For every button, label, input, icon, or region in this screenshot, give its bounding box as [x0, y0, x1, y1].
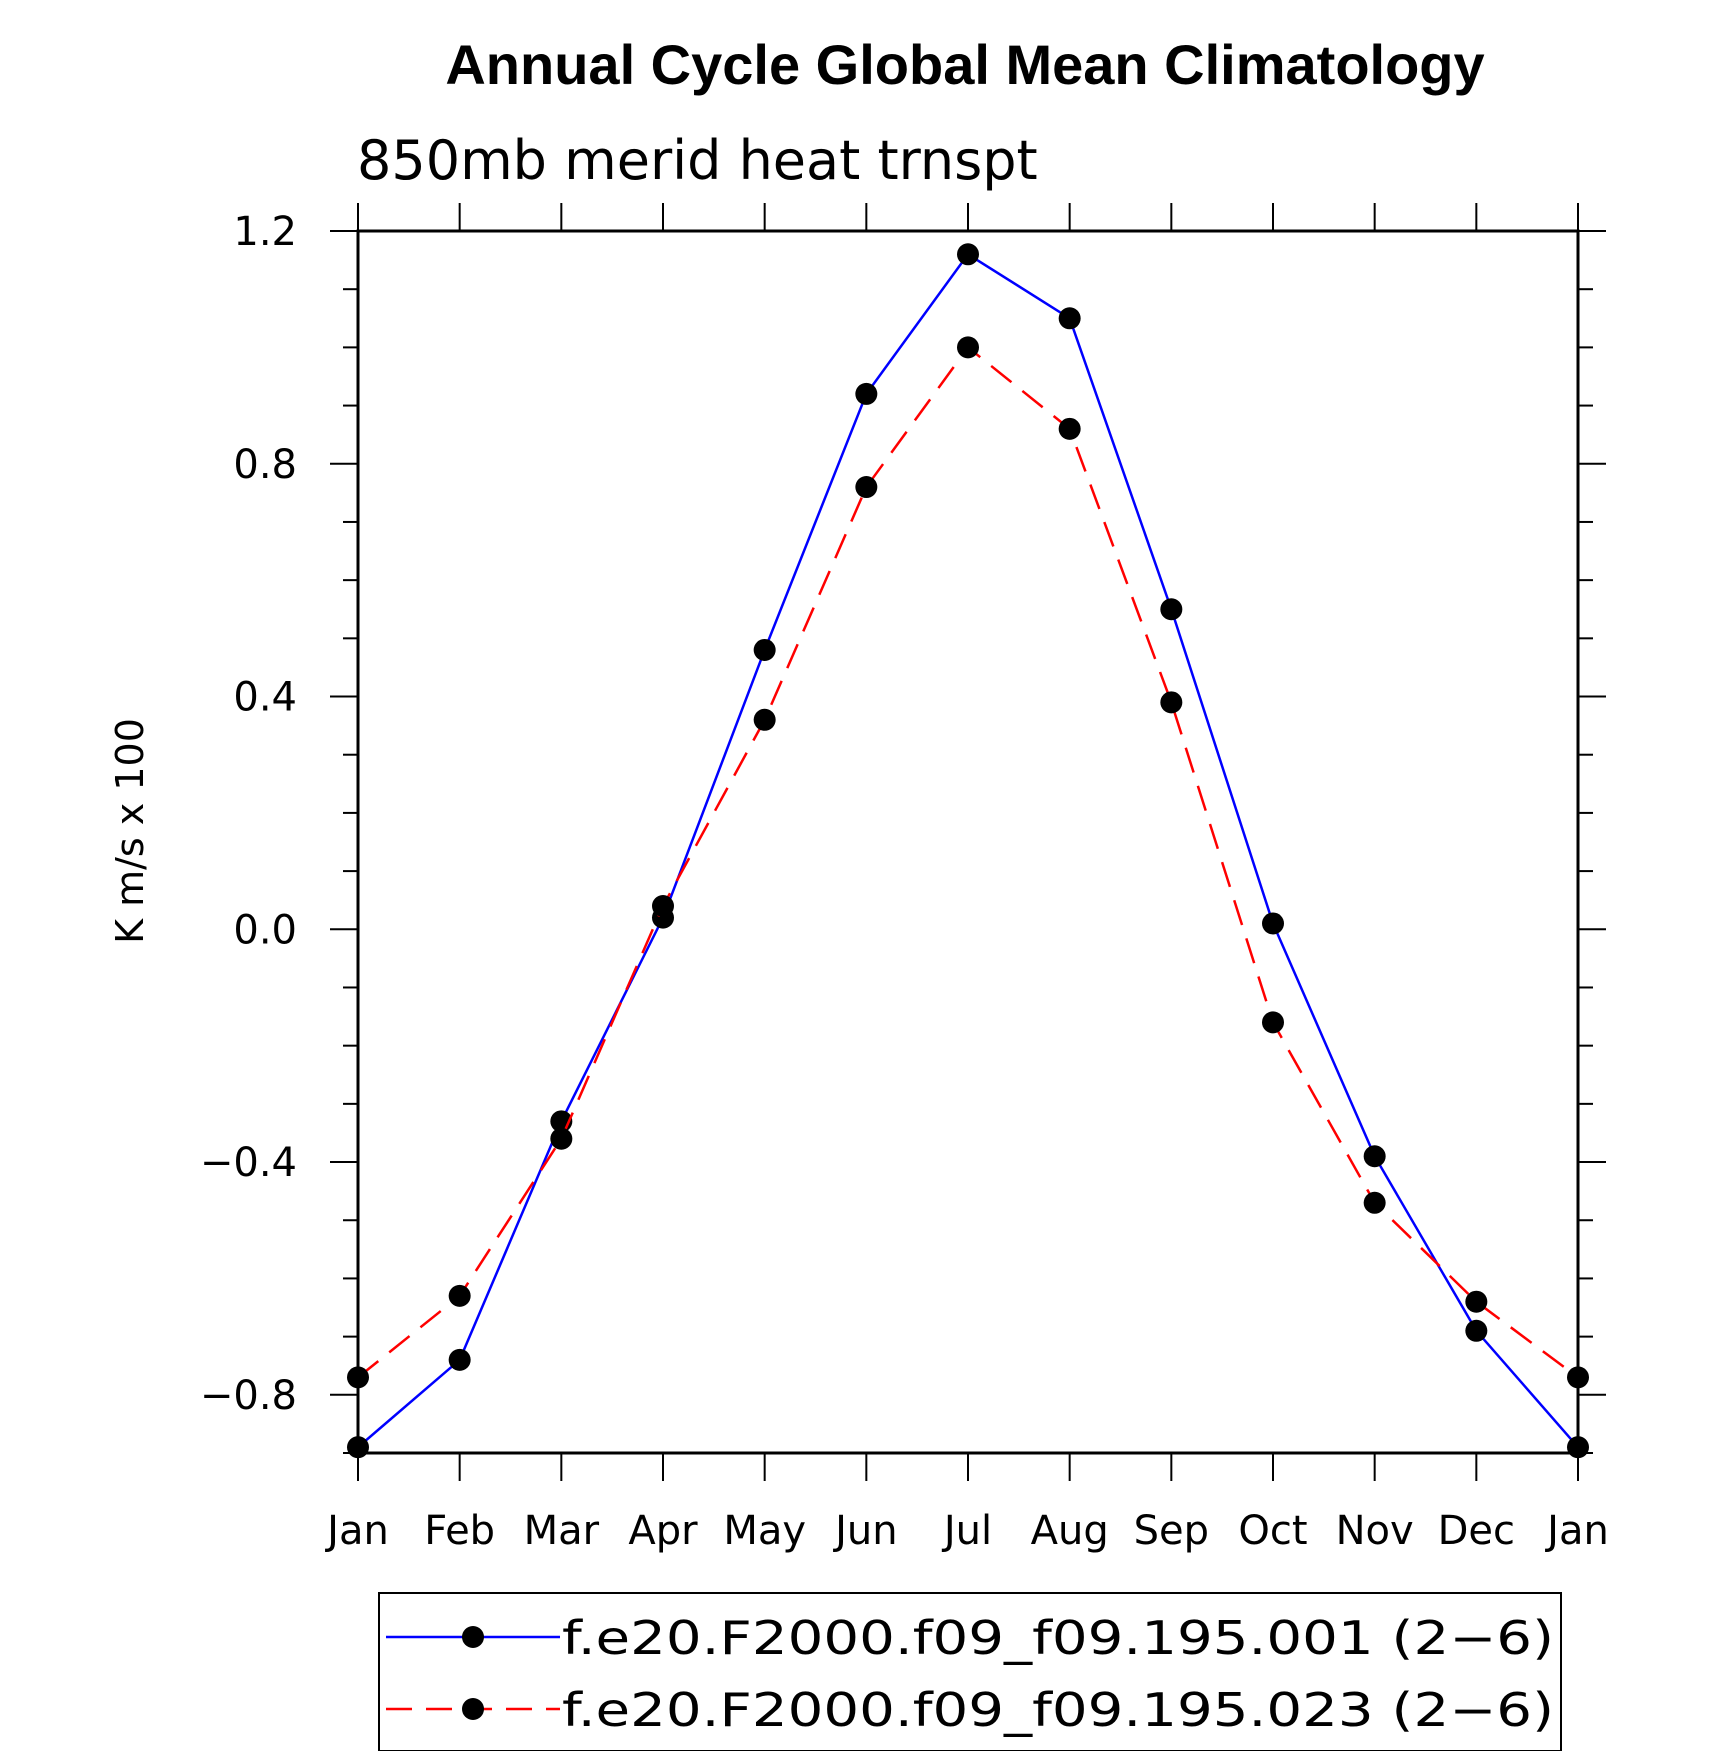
y-tick-label: 1.2: [233, 209, 297, 255]
series-2-point: [1160, 691, 1183, 714]
series-2-point: [448, 1284, 471, 1307]
x-tick-label: Feb: [424, 1508, 495, 1554]
plot-frame: [356, 229, 1580, 1455]
x-tick-label: Jun: [832, 1508, 898, 1554]
x-tick-label: Oct: [1238, 1508, 1307, 1554]
legend-box: [378, 1592, 1562, 1751]
x-tick-label: Aug: [1031, 1508, 1109, 1554]
x-tick-label: Jan: [1544, 1508, 1609, 1554]
series-line-2: [357, 345, 1579, 1379]
series-2-point: [1567, 1366, 1589, 1389]
series-1-point: [1363, 1145, 1386, 1168]
y-tick-label: 0.8: [233, 442, 297, 488]
chart-subtitle: 850mb merid heat trnspt: [357, 129, 1038, 192]
legend-label-2: f.e20.F2000.f09_f09.195.023 (2−6): [562, 1683, 1554, 1737]
x-tick-label: Dec: [1438, 1508, 1515, 1554]
series-2-point: [347, 1366, 369, 1389]
y-axis-ticks: −0.8 −0.4 0.0 0.4 0.8 1.2: [200, 209, 1606, 1454]
x-tick-label: Apr: [628, 1508, 698, 1554]
legend: f.e20.F2000.f09_f09.195.001 (2−6) f.e20.F…: [386, 1611, 1554, 1737]
x-tick-label: Jul: [941, 1508, 992, 1554]
x-axis-ticks: Jan Feb Mar Apr May Jun Jul Aug Sep Oct Nov Dec Jan: [324, 203, 1609, 1554]
series-1-point: [1567, 1436, 1589, 1459]
series-2-point: [957, 336, 979, 359]
series-2-point: [753, 708, 776, 731]
series-2-point: [652, 895, 674, 918]
y-tick-label: −0.8: [200, 1373, 297, 1419]
series-1-point: [753, 638, 776, 661]
series-2-point: [1262, 1011, 1284, 1034]
y-tick-label: 0.0: [233, 907, 297, 953]
series-2-point: [1465, 1290, 1488, 1313]
series-1-point: [1058, 307, 1081, 330]
legend-label-1: f.e20.F2000.f09_f09.195.001 (2−6): [562, 1611, 1554, 1665]
x-tick-label: Mar: [524, 1508, 600, 1554]
legend-marker-2: [462, 1698, 484, 1720]
x-tick-label: Nov: [1336, 1508, 1414, 1554]
series-2-point: [1363, 1191, 1386, 1214]
series-1-point: [347, 1436, 369, 1459]
series-line-1: [357, 252, 1579, 1449]
x-tick-label: Sep: [1134, 1508, 1209, 1554]
series-layer: [347, 243, 1589, 1459]
series-1-point: [1262, 912, 1284, 935]
series-1-point: [1160, 598, 1183, 621]
series-1-point: [957, 243, 979, 266]
chart-title: Annual Cycle Global Mean Climatology: [445, 33, 1484, 96]
x-tick-label: Jan: [324, 1508, 389, 1554]
y-tick-label: −0.4: [200, 1140, 297, 1186]
y-tick-label: 0.4: [233, 675, 297, 721]
series-1-point: [855, 382, 878, 405]
series-2-point: [855, 476, 878, 499]
series-1-point: [448, 1348, 471, 1371]
series-2-point: [1058, 417, 1081, 440]
legend-marker-1: [462, 1626, 484, 1648]
y-axis-label: K m/s x 100: [108, 718, 152, 944]
series-2-point: [550, 1127, 573, 1150]
series-1-point: [1465, 1319, 1488, 1342]
x-tick-label: May: [723, 1508, 806, 1554]
